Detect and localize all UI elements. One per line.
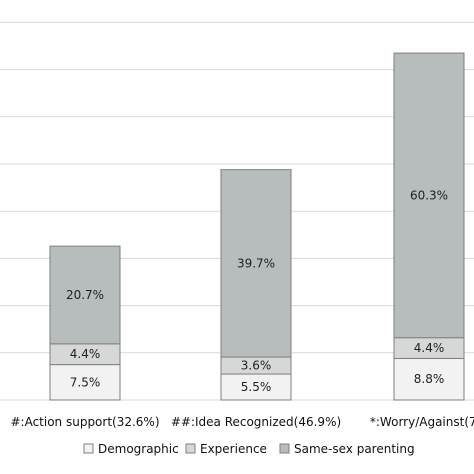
data-label: 5.5% — [241, 380, 272, 394]
data-label: 4.4% — [70, 347, 101, 361]
category-label: *:Worry/Against(73. — [370, 415, 474, 429]
data-label: 3.6% — [241, 359, 272, 373]
bars: 7.5% 4.4% 20.7% 5.5% 3.6% 39.7% 8.8% 4.4% 60.3% — [49, 52, 465, 401]
category-labels: #:Action support(32.6%) ##:Idea Recognize… — [10, 415, 474, 429]
data-label: 60.3% — [410, 188, 448, 202]
bar-segment — [393, 357, 465, 401]
bar-segment — [220, 169, 292, 358]
legend-swatch — [279, 443, 290, 454]
bar-segment — [393, 52, 465, 339]
category-label: #:Action support(32.6%) — [10, 415, 159, 429]
data-label: 8.8% — [414, 372, 445, 386]
data-label: 4.4% — [414, 341, 445, 355]
legend-swatch — [185, 443, 196, 454]
data-label: 20.7% — [66, 288, 104, 302]
legend-label: Experience — [200, 442, 267, 456]
legend-swatch — [83, 443, 94, 454]
bar-segment — [49, 364, 121, 401]
legend: Demographic Experience Same-sex parenting — [83, 442, 415, 456]
legend-label: Demographic — [98, 442, 179, 456]
data-label: 7.5% — [70, 375, 101, 389]
bar-segment — [49, 245, 121, 345]
data-label: 39.7% — [237, 256, 275, 270]
category-label: ##:Idea Recognized(46.9%) — [171, 415, 341, 429]
legend-label: Same-sex parenting — [294, 442, 415, 456]
